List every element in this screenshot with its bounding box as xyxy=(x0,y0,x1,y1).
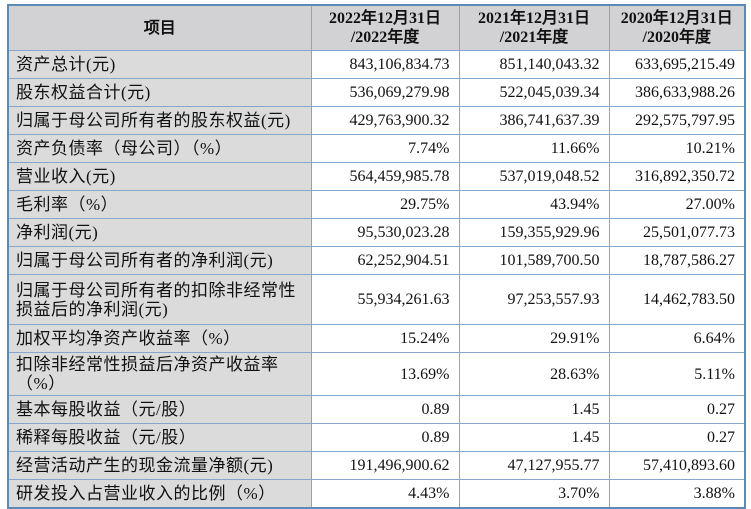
cell-value: 0.89 xyxy=(310,395,460,424)
cell-value: 633,695,215.49 xyxy=(608,50,746,79)
cell-value: 57,410,893.60 xyxy=(608,451,746,480)
cell-value: 564,459,985.78 xyxy=(310,162,460,191)
row-label: 毛利率（%） xyxy=(7,190,312,219)
cell-value: 29.75% xyxy=(310,190,460,219)
header-2021: 2021年12月31日 /2021年度 xyxy=(458,4,610,51)
cell-value: 13.69% xyxy=(310,352,460,396)
cell-value: 5.11% xyxy=(608,352,746,396)
table-row: 净利润(元) 95,530,023.28 159,355,929.96 25,5… xyxy=(7,218,746,247)
cell-value: 25,501,077.73 xyxy=(608,218,746,247)
cell-value: 843,106,834.73 xyxy=(310,50,460,79)
cell-value: 316,892,350.72 xyxy=(608,162,746,191)
cell-value: 3.88% xyxy=(608,479,746,509)
row-label: 归属于母公司所有者的股东权益(元) xyxy=(7,106,312,135)
header-item: 项目 xyxy=(7,4,312,51)
cell-value: 6.64% xyxy=(608,324,746,353)
cell-value: 47,127,955.77 xyxy=(458,451,610,480)
cell-value: 292,575,797.95 xyxy=(608,106,746,135)
cell-value: 28.63% xyxy=(458,352,610,396)
row-label: 经营活动产生的现金流量净额(元) xyxy=(7,451,312,480)
cell-value: 10.21% xyxy=(608,134,746,163)
cell-value: 15.24% xyxy=(310,324,460,353)
row-label: 资产负债率（母公司）（%） xyxy=(7,134,312,163)
table-row: 毛利率（%） 29.75% 43.94% 27.00% xyxy=(7,190,746,219)
cell-value: 0.27 xyxy=(608,395,746,424)
row-label: 研发投入占营业收入的比例（%） xyxy=(7,479,312,509)
cell-value: 14,462,783.50 xyxy=(608,274,746,325)
cell-value: 429,763,900.32 xyxy=(310,106,460,135)
cell-value: 191,496,900.62 xyxy=(310,451,460,480)
table-row: 资产总计(元) 843,106,834.73 851,140,043.32 63… xyxy=(7,50,746,79)
cell-value: 536,069,279.98 xyxy=(310,78,460,107)
row-label: 归属于母公司所有者的扣除非经常性损益后的净利润(元) xyxy=(7,274,312,325)
cell-value: 55,934,261.63 xyxy=(310,274,460,325)
cell-value: 27.00% xyxy=(608,190,746,219)
row-label: 净利润(元) xyxy=(7,218,312,247)
cell-value: 0.27 xyxy=(608,423,746,452)
table-header-row: 项目 2022年12月31日 /2022年度 2021年12月31日 /2021… xyxy=(7,4,746,51)
row-label: 营业收入(元) xyxy=(7,162,312,191)
cell-value: 386,633,988.26 xyxy=(608,78,746,107)
cell-value: 4.43% xyxy=(310,479,460,509)
table-row: 资产负债率（母公司）（%） 7.74% 11.66% 10.21% xyxy=(7,134,746,163)
table-row: 营业收入(元) 564,459,985.78 537,019,048.52 31… xyxy=(7,162,746,191)
table-row: 归属于母公司所有者的股东权益(元) 429,763,900.32 386,741… xyxy=(7,106,746,135)
cell-value: 95,530,023.28 xyxy=(310,218,460,247)
table-row: 基本每股收益（元/股） 0.89 1.45 0.27 xyxy=(7,395,746,424)
row-label: 股东权益合计(元) xyxy=(7,78,312,107)
table-row: 股东权益合计(元) 536,069,279.98 522,045,039.34 … xyxy=(7,78,746,107)
cell-value: 1.45 xyxy=(458,423,610,452)
cell-value: 43.94% xyxy=(458,190,610,219)
row-label: 扣除非经常性损益后净资产收益率（%） xyxy=(7,352,312,396)
cell-value: 537,019,048.52 xyxy=(458,162,610,191)
cell-value: 3.70% xyxy=(458,479,610,509)
cell-value: 7.74% xyxy=(310,134,460,163)
header-2022: 2022年12月31日 /2022年度 xyxy=(310,4,460,51)
cell-value: 97,253,557.93 xyxy=(458,274,610,325)
cell-value: 62,252,904.51 xyxy=(310,246,460,275)
row-label: 基本每股收益（元/股） xyxy=(7,395,312,424)
row-label: 资产总计(元) xyxy=(7,50,312,79)
table-row: 归属于母公司所有者的净利润(元) 62,252,904.51 101,589,7… xyxy=(7,246,746,275)
table-row: 归属于母公司所有者的扣除非经常性损益后的净利润(元) 55,934,261.63… xyxy=(7,274,746,325)
cell-value: 101,589,700.50 xyxy=(458,246,610,275)
table-row: 稀释每股收益（元/股） 0.89 1.45 0.27 xyxy=(7,423,746,452)
cell-value: 522,045,039.34 xyxy=(458,78,610,107)
cell-value: 11.66% xyxy=(458,134,610,163)
cell-value: 851,140,043.32 xyxy=(458,50,610,79)
header-2020: 2020年12月31日 /2020年度 xyxy=(608,4,746,51)
table-row: 扣除非经常性损益后净资产收益率（%） 13.69% 28.63% 5.11% xyxy=(7,352,746,396)
cell-value: 159,355,929.96 xyxy=(458,218,610,247)
row-label: 加权平均净资产收益率（%） xyxy=(7,324,312,353)
cell-value: 18,787,586.27 xyxy=(608,246,746,275)
table-row: 经营活动产生的现金流量净额(元) 191,496,900.62 47,127,9… xyxy=(7,451,746,480)
cell-value: 1.45 xyxy=(458,395,610,424)
row-label: 归属于母公司所有者的净利润(元) xyxy=(7,246,312,275)
table-row: 加权平均净资产收益率（%） 15.24% 29.91% 6.64% xyxy=(7,324,746,353)
table-row: 研发投入占营业收入的比例（%） 4.43% 3.70% 3.88% xyxy=(7,479,746,509)
cell-value: 29.91% xyxy=(458,324,610,353)
financial-summary-table: 项目 2022年12月31日 /2022年度 2021年12月31日 /2021… xyxy=(7,4,746,509)
cell-value: 0.89 xyxy=(310,423,460,452)
cell-value: 386,741,637.39 xyxy=(458,106,610,135)
row-label: 稀释每股收益（元/股） xyxy=(7,423,312,452)
